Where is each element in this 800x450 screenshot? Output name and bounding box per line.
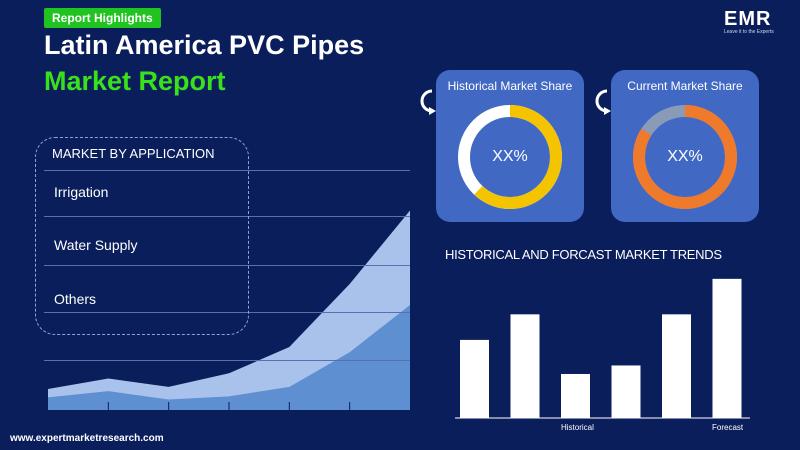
trend-bar-3 [611,365,641,418]
historical-share-donut [458,105,562,209]
current-card-title: Current Market Share [627,79,743,93]
application-panel [35,137,249,335]
divider-line [44,312,410,313]
forecast-axis-label: Forecast [712,423,744,432]
historical-market-share-card: Historical Market Share XX% [436,70,584,222]
donut-fill [633,105,737,209]
trend-bar-4 [662,314,691,418]
report-title: Latin America PVC Pipes [44,30,365,60]
report-highlights-badge: Report Highlights [44,8,161,28]
website-url: www.expertmarketresearch.com [10,433,164,444]
divider-line [44,360,410,361]
divider-line [44,265,410,266]
report-subtitle: Market Report [44,66,226,96]
application-item-others: Others [54,291,97,307]
trend-bar-1 [510,314,540,418]
current-share-donut [633,105,737,209]
trend-bar-2 [561,373,590,418]
current-share-value: XX% [667,148,703,165]
historical-share-value: XX% [492,148,528,165]
logo-tagline: Leave it to the Experts [724,29,774,35]
logo-text: EMR [724,8,772,30]
cycle-arrow-icon [595,89,611,115]
market-trends-bar-chart [455,278,750,419]
area-series-1 [48,305,410,410]
application-item-water-supply: Water Supply [54,237,138,253]
donut-fill [458,105,562,209]
trend-bar-0 [460,339,489,418]
historical-axis-label: Historical [561,423,594,432]
divider-line [44,170,410,171]
application-item-irrigation: Irrigation [54,184,109,200]
trend-bar-5 [712,278,742,418]
application-heading: MARKET BY APPLICATION [52,146,215,161]
historical-card-title: Historical Market Share [447,79,573,93]
current-market-share-card: Current Market Share XX% [611,70,759,222]
emr-logo: EMR Leave it to the Experts [724,8,790,48]
trends-chart-title: HISTORICAL AND FORCAST MARKET TRENDS [445,247,722,262]
cycle-arrow-icon [420,89,436,115]
divider-line [44,216,410,217]
